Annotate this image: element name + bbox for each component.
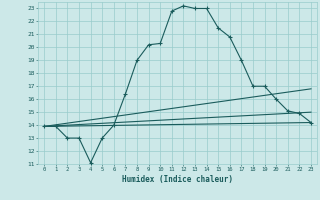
X-axis label: Humidex (Indice chaleur): Humidex (Indice chaleur) — [122, 175, 233, 184]
